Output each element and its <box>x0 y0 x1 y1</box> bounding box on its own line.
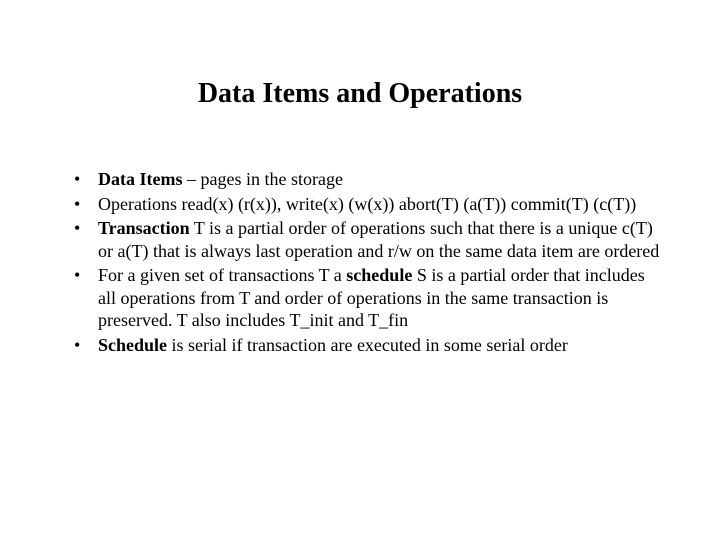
text-run: For a given set of transactions T a <box>98 265 346 285</box>
slide-title: Data Items and Operations <box>60 78 660 110</box>
text-run: Operations read(x) (r(x)), write(x) (w(x… <box>98 194 636 214</box>
bullet-item: For a given set of transactions T a sche… <box>68 264 660 332</box>
text-run: Transaction <box>98 218 190 238</box>
bullet-list: Data Items – pages in the storage Operati… <box>60 168 660 356</box>
bullet-item: Data Items – pages in the storage <box>68 168 660 191</box>
text-run: is serial if transaction are executed in… <box>167 335 568 355</box>
bullet-item: Operations read(x) (r(x)), write(x) (w(x… <box>68 193 660 216</box>
bullet-item: Transaction T is a partial order of oper… <box>68 217 660 262</box>
text-run: schedule <box>346 265 412 285</box>
text-run: Schedule <box>98 335 167 355</box>
text-run: Data Items <box>98 169 182 189</box>
bullet-item: Schedule is serial if transaction are ex… <box>68 334 660 357</box>
slide: Data Items and Operations Data Items – p… <box>0 0 720 540</box>
text-run: – pages in the storage <box>182 169 342 189</box>
